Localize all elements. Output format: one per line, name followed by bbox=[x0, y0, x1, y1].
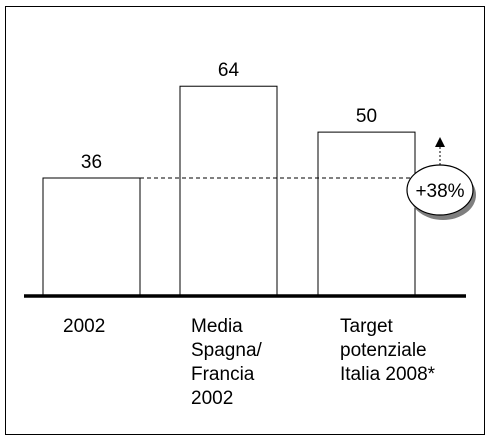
growth-label: +38% bbox=[415, 181, 464, 202]
bar-1 bbox=[179, 85, 278, 297]
bar-2 bbox=[317, 131, 416, 297]
bar-0 bbox=[42, 177, 141, 297]
category-label-0: 2002 bbox=[63, 316, 106, 337]
category-label-2: Target potenziale Italia 2008* bbox=[340, 316, 436, 385]
growth-arrow-head bbox=[435, 137, 445, 147]
growth-annotation: +38% bbox=[406, 137, 476, 220]
bar-value-label-2: 50 bbox=[356, 106, 377, 127]
category-label-1: Media Spagna/ Francia 2002 bbox=[191, 316, 262, 409]
bar-value-label-1: 64 bbox=[218, 60, 240, 81]
bar-value-label-0: 36 bbox=[81, 152, 102, 173]
